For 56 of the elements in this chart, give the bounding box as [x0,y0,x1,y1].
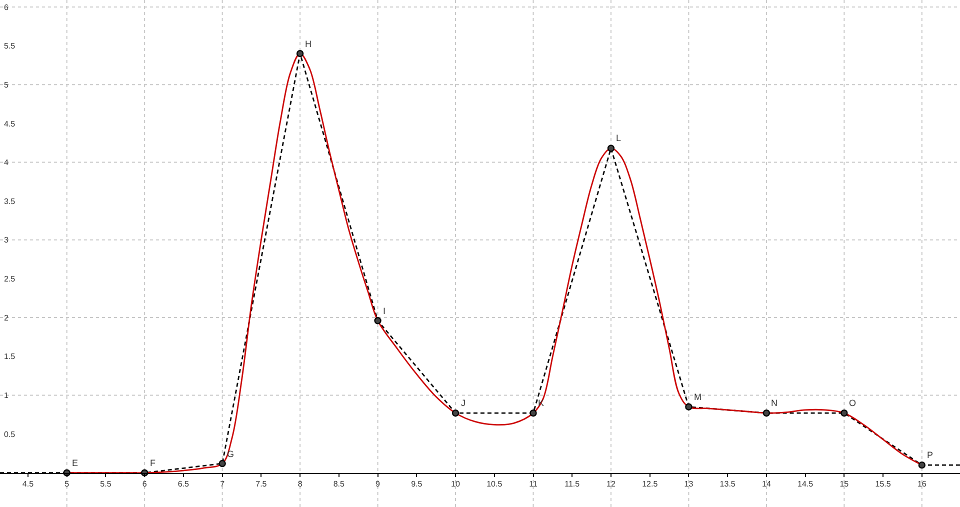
annotation: F [150,458,156,468]
x-tick-label: 16 [917,480,927,489]
x-tick-label: 9 [376,480,381,489]
x-tick-label: 10 [451,480,461,489]
x-tick-label: 6.5 [178,480,190,489]
annotation: P [927,450,934,460]
annotation: M [694,392,702,402]
x-tick-label: 8.5 [333,480,346,489]
y-tick-label: 2.5 [4,274,16,284]
annotation: N [771,398,778,408]
x-tick-label: 7 [220,480,226,489]
x-tick-label: 11 [529,480,538,489]
annotation: E [72,458,78,468]
annotation: J [461,398,466,408]
x-tick-label: 10.5 [486,480,503,489]
x-tick-label: 12.5 [642,480,658,489]
y-tick-label: 1 [4,391,9,400]
x-tick-label: 14.5 [798,480,814,489]
y-tick-label: 5 [4,80,9,90]
x-tick-label: 6 [142,480,148,489]
annotation: I [383,306,386,316]
y-tick-label: 2 [4,313,9,322]
x-tick-label: 9.5 [411,480,423,489]
y-tick-label: 1.5 [4,352,16,362]
point [452,409,460,417]
y-tick-label: 4 [4,158,9,168]
y-tick-label: 3.5 [4,196,16,206]
x-tick-label: 7.5 [256,480,268,489]
annotation: O [849,398,856,408]
y-tick-label: 3 [4,236,9,245]
point [685,403,692,410]
x-tick-label: 5.5 [100,480,112,489]
x-tick-label: 11.5 [564,480,580,489]
x-tick-label: 5 [64,480,70,489]
annotation: H [305,39,312,49]
x-tick-label: 15.5 [875,480,892,489]
point [762,409,770,417]
x-tick-label: 15 [840,480,850,489]
y-tick-label: 0.5 [4,430,16,439]
y-tick-label: 4.5 [4,119,16,128]
point [374,317,382,324]
x-tick-label: 13 [684,480,694,489]
point [296,50,304,58]
point [840,409,848,417]
x-tick-label: 14 [762,480,772,489]
point [607,144,615,152]
x-tick-label: 12 [606,480,616,489]
annotation: L [616,133,622,143]
x-tick-label: 13.5 [720,480,736,489]
y-tick-label: 6 [4,2,9,12]
x-tick-label: 4.5 [22,480,34,489]
y-tick-label: 5.5 [4,42,16,51]
point [530,409,537,417]
x-tick-label: 8 [298,480,303,489]
point [218,460,226,468]
point [918,461,926,469]
